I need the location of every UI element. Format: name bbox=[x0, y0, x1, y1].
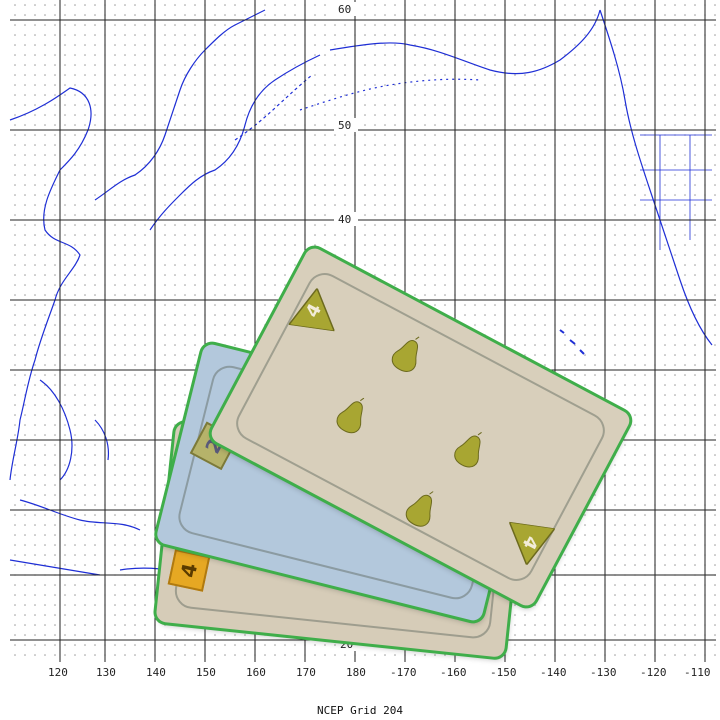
card-value: 4 bbox=[175, 561, 203, 580]
kamchatka-coast bbox=[149, 54, 321, 231]
lon-label: 140 bbox=[146, 666, 166, 679]
lon-label: -150 bbox=[490, 666, 517, 679]
lon-label: 180 bbox=[346, 666, 366, 679]
lon-label: -120 bbox=[640, 666, 667, 679]
lon-label: -110 bbox=[684, 666, 711, 679]
lon-label: -130 bbox=[590, 666, 617, 679]
lon-label: 120 bbox=[48, 666, 68, 679]
lon-label: 150 bbox=[196, 666, 216, 679]
lon-label: 130 bbox=[96, 666, 116, 679]
us-states bbox=[640, 134, 712, 250]
aleutian-chain bbox=[299, 78, 481, 111]
lon-label: -170 bbox=[390, 666, 417, 679]
alaska-coast bbox=[329, 9, 601, 75]
asia-coast bbox=[9, 87, 92, 481]
lat-label: 50 bbox=[338, 119, 351, 132]
pear-icon bbox=[446, 423, 495, 474]
korea-japan-coast bbox=[94, 9, 266, 201]
lat-label: 60 bbox=[338, 3, 351, 16]
pear-icon bbox=[398, 483, 447, 534]
lon-label: -160 bbox=[440, 666, 467, 679]
corner-triangle-icon: 4 bbox=[287, 285, 340, 333]
lon-label: -140 bbox=[540, 666, 567, 679]
pear-icon bbox=[328, 389, 377, 440]
philippines bbox=[39, 379, 110, 481]
map-caption: NCEP Grid 204 bbox=[316, 704, 404, 717]
card-front[interactable]: 4 4 bbox=[208, 245, 633, 609]
kuril-chain bbox=[234, 74, 313, 141]
corner-triangle-icon: 4 bbox=[504, 520, 557, 568]
card-value-badge: 4 bbox=[167, 549, 211, 592]
indonesia bbox=[9, 499, 141, 576]
lon-label: 160 bbox=[246, 666, 266, 679]
lon-labels: 120 130 140 150 160 170 180 -170 -160 -1… bbox=[10, 662, 716, 680]
hawaii bbox=[559, 329, 585, 355]
pear-icon bbox=[384, 328, 433, 379]
lon-label: 170 bbox=[296, 666, 316, 679]
lat-label: 40 bbox=[338, 213, 351, 226]
